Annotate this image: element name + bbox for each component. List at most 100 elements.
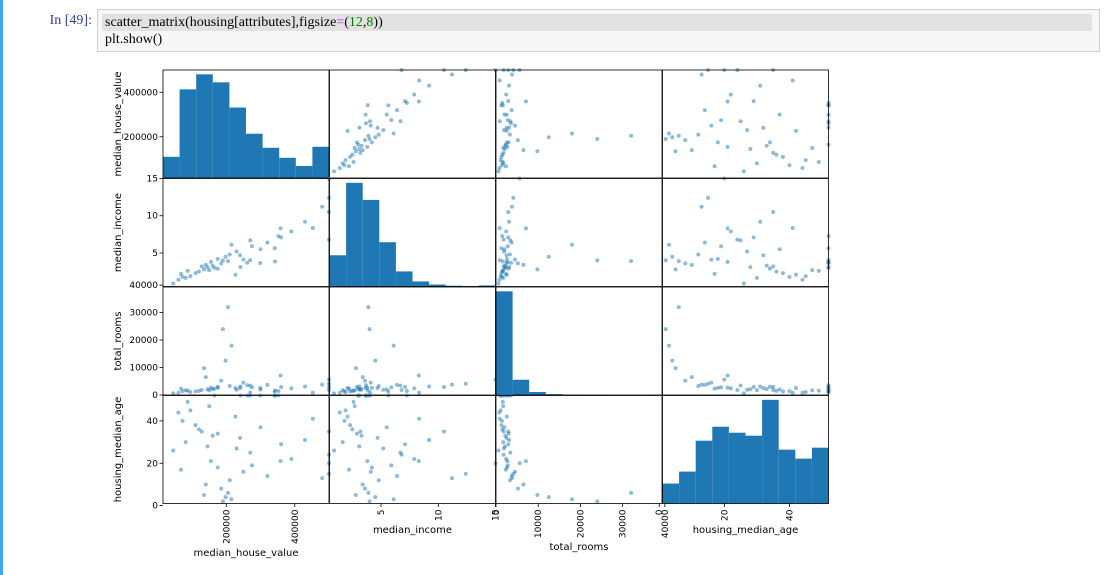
- scatter-point: [816, 388, 821, 393]
- scatter-point: [303, 219, 308, 224]
- y-tick-label: 10: [147, 212, 159, 222]
- scatter-point: [735, 388, 740, 393]
- scatter-point: [199, 264, 204, 269]
- code-token: plt.show(): [105, 32, 163, 47]
- scatter-point: [375, 386, 380, 391]
- scatter-point: [496, 169, 501, 174]
- scatter-point: [362, 138, 367, 143]
- scatter-point: [248, 450, 253, 455]
- scatter-point: [362, 378, 367, 383]
- scatter-point: [368, 119, 373, 124]
- scatter-point: [712, 386, 717, 391]
- scatter-point: [774, 269, 779, 274]
- scatter-point: [367, 327, 372, 332]
- histogram-bar: [512, 379, 530, 395]
- histogram-bar: [778, 449, 796, 504]
- y-tick-label: 5: [152, 249, 158, 259]
- scatter-point: [348, 154, 353, 159]
- scatter-point: [504, 253, 509, 258]
- x-tick-label: 0: [492, 509, 502, 515]
- histogram-bar: [545, 394, 563, 395]
- y-tick-label: 0: [152, 391, 158, 401]
- scatter-point: [501, 404, 506, 409]
- scatter-point: [416, 459, 421, 464]
- scatter-point: [352, 145, 357, 150]
- scatter-point: [512, 469, 517, 474]
- x-axis-label: total_rooms: [550, 542, 609, 553]
- scatter-point: [535, 493, 540, 498]
- scatter-point: [272, 246, 277, 251]
- scatter-point: [227, 252, 232, 257]
- scatter-point: [515, 261, 520, 266]
- scatter-point: [310, 390, 315, 395]
- scatter-point: [790, 226, 795, 231]
- scatter-point: [696, 132, 701, 137]
- scatter-point: [508, 119, 513, 124]
- scatter-point: [502, 112, 507, 117]
- code-token: 8: [366, 15, 374, 30]
- scatter-point: [354, 431, 359, 436]
- scatter-point: [670, 254, 675, 259]
- scatter-point: [373, 358, 378, 363]
- histogram-bar: [346, 182, 363, 287]
- scatter-point: [353, 366, 358, 371]
- x-axis-label: housing_median_age: [693, 525, 799, 536]
- scatter-point: [497, 258, 502, 263]
- y-tick-label: 20000: [129, 336, 158, 346]
- scatter-point: [523, 459, 528, 464]
- scatter-point: [176, 277, 181, 282]
- scatter-point: [369, 385, 374, 390]
- scatter-point: [196, 269, 201, 274]
- scatter-point: [497, 78, 502, 83]
- scatter-point: [810, 145, 815, 150]
- x-tick-label: 10: [434, 509, 444, 521]
- histogram-bar: [229, 107, 246, 178]
- scatter-point: [381, 446, 386, 451]
- scatter-point: [248, 383, 253, 388]
- scatter-point: [193, 389, 198, 394]
- scatter-point: [416, 99, 421, 104]
- histogram-bar: [496, 291, 513, 395]
- scatter-point: [366, 305, 371, 310]
- y-tick-label: 40: [147, 417, 159, 427]
- scatter-point: [171, 281, 176, 286]
- scatter-point: [499, 154, 504, 159]
- scatter-point: [208, 259, 213, 264]
- scatter-point: [800, 277, 805, 282]
- scatter-point: [507, 252, 512, 257]
- scatter-point: [780, 389, 785, 394]
- panel-frame: [329, 286, 496, 396]
- scatter-point: [511, 195, 516, 200]
- scatter-point: [368, 469, 373, 474]
- scatter-point: [507, 83, 512, 88]
- scatter-point: [368, 390, 373, 395]
- scatter-point: [346, 164, 351, 169]
- scatter-point: [449, 476, 454, 481]
- x-tick-label: 40000: [661, 509, 671, 538]
- scatter-point: [629, 133, 634, 138]
- code-cell[interactable]: scatter_matrix(housing[attributes],figsi…: [97, 9, 1100, 52]
- scatter-point: [667, 131, 672, 136]
- scatter-point: [754, 388, 759, 393]
- scatter-point: [676, 259, 681, 264]
- scatter-point: [500, 399, 505, 404]
- scatter-point: [365, 103, 370, 108]
- scatter-point: [249, 244, 254, 249]
- scatter-point: [223, 495, 228, 500]
- scatter-point: [673, 366, 678, 371]
- scatter-point: [771, 385, 776, 390]
- scatter-point: [767, 140, 772, 145]
- scatter-point: [508, 260, 513, 265]
- scatter-point: [342, 418, 347, 423]
- scatter-point: [367, 137, 372, 142]
- scatter-point: [501, 145, 506, 150]
- scatter-point: [367, 499, 372, 504]
- scatter-point: [751, 385, 756, 390]
- scatter-point: [777, 112, 782, 117]
- scatter-point: [303, 384, 308, 389]
- scatter-point: [702, 382, 707, 387]
- panel-frame: [662, 286, 829, 396]
- scatter-point: [180, 418, 185, 423]
- scatter-point: [220, 258, 225, 263]
- scatter-point: [279, 442, 284, 447]
